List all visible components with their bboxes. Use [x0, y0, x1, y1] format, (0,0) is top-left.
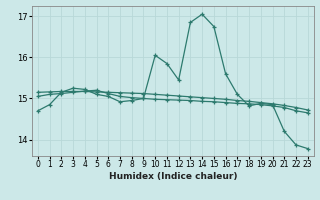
X-axis label: Humidex (Indice chaleur): Humidex (Indice chaleur) — [108, 172, 237, 181]
